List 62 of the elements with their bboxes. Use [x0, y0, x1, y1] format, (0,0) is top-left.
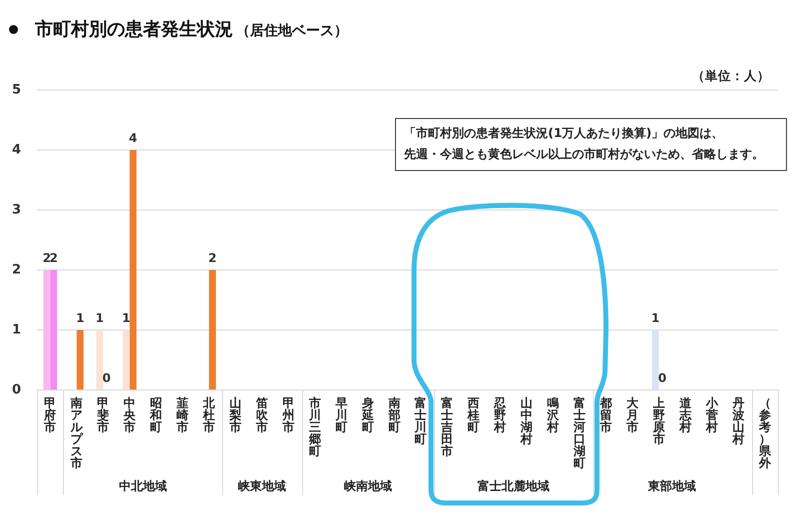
y-tick-label: 5 — [12, 82, 21, 98]
x-tick-label: 鳴沢村 — [546, 396, 560, 434]
x-tick-label: 富士川町 — [414, 396, 428, 446]
x-tick-label: 山梨市 — [228, 396, 242, 434]
text: 東部地域 — [647, 479, 696, 494]
x-tick-label: 南部町 — [387, 396, 402, 434]
text: 峡東地域 — [238, 479, 286, 494]
text: （単位：人） — [692, 68, 770, 85]
x-tick-label: 丹波山村 — [731, 396, 746, 446]
x-tick-label: 西桂町 — [466, 396, 481, 434]
chart-subtitle: （居住地ベース） — [236, 22, 348, 40]
bar — [130, 150, 137, 390]
y-tick-label: 4 — [12, 142, 21, 158]
x-tick-label: 市川三郷町 — [308, 396, 322, 458]
x-tick-label: 大月市 — [625, 396, 640, 434]
data-label: 0 — [658, 371, 667, 386]
data-label: 1 — [96, 311, 104, 326]
bar — [652, 330, 659, 390]
data-label: 0 — [102, 371, 111, 386]
y-tick-label: 2 — [12, 262, 21, 278]
x-tick-label: 富士吉田市 — [440, 396, 454, 458]
x-tick-label: 都留市 — [598, 396, 613, 434]
x-tick-label: 北杜市 — [202, 396, 216, 434]
data-label: 1 — [76, 311, 84, 326]
data-label: 2 — [208, 251, 217, 266]
x-tick-label: 昭和町 — [149, 396, 164, 434]
bar — [209, 270, 216, 390]
x-tick-label: 甲府市 — [43, 396, 58, 434]
x-tick-label: 道志村 — [678, 396, 692, 434]
data-label: 1 — [122, 311, 130, 326]
bar — [96, 330, 104, 390]
annotation: 「市町村別の患者発生状況(1万人あたり換算)」の地図は、 — [404, 125, 724, 142]
x-tick-label: 上野原市 — [652, 396, 666, 446]
annotation: 先週・今週とも黄色レベル以上の市町村がないため、省略します。 — [404, 146, 764, 163]
x-tick-label: 甲斐市 — [96, 396, 110, 434]
x-tick-label: 富士河口湖町 — [572, 396, 587, 470]
data-label: 2 — [49, 251, 58, 266]
x-tick-label: 忍野村 — [493, 396, 508, 434]
text: 中北地域 — [118, 479, 167, 494]
chart-title: 市町村別の患者発生状況 — [35, 18, 233, 41]
x-tick-label: 早川町 — [334, 396, 348, 434]
x-tick-label: 山中湖村 — [520, 396, 534, 446]
y-tick-label: 1 — [12, 322, 21, 338]
x-tick-label: 身延町 — [360, 396, 375, 434]
data-label: 4 — [128, 131, 138, 146]
x-tick-label: 南アルプス市 — [70, 396, 84, 470]
x-tick-label: 笛吹市 — [254, 396, 269, 434]
text: 峡南地域 — [344, 479, 392, 494]
bar — [50, 270, 58, 390]
x-tick-label: 韮崎市 — [176, 396, 190, 434]
x-tick-label: 中央市 — [122, 396, 137, 434]
x-tick-label: 小菅村 — [704, 396, 719, 434]
y-tick-label: 3 — [12, 202, 21, 218]
bar — [122, 330, 130, 390]
data-label: 2 — [42, 251, 51, 266]
text: 富士北麓地域 — [477, 479, 550, 494]
x-tick-label: （参考）県外 — [758, 396, 772, 470]
x-tick-label: 甲州市 — [281, 396, 296, 434]
data-label: 1 — [651, 311, 660, 326]
bar — [43, 270, 50, 390]
bar — [76, 330, 84, 390]
y-tick-label: 0 — [12, 382, 21, 398]
